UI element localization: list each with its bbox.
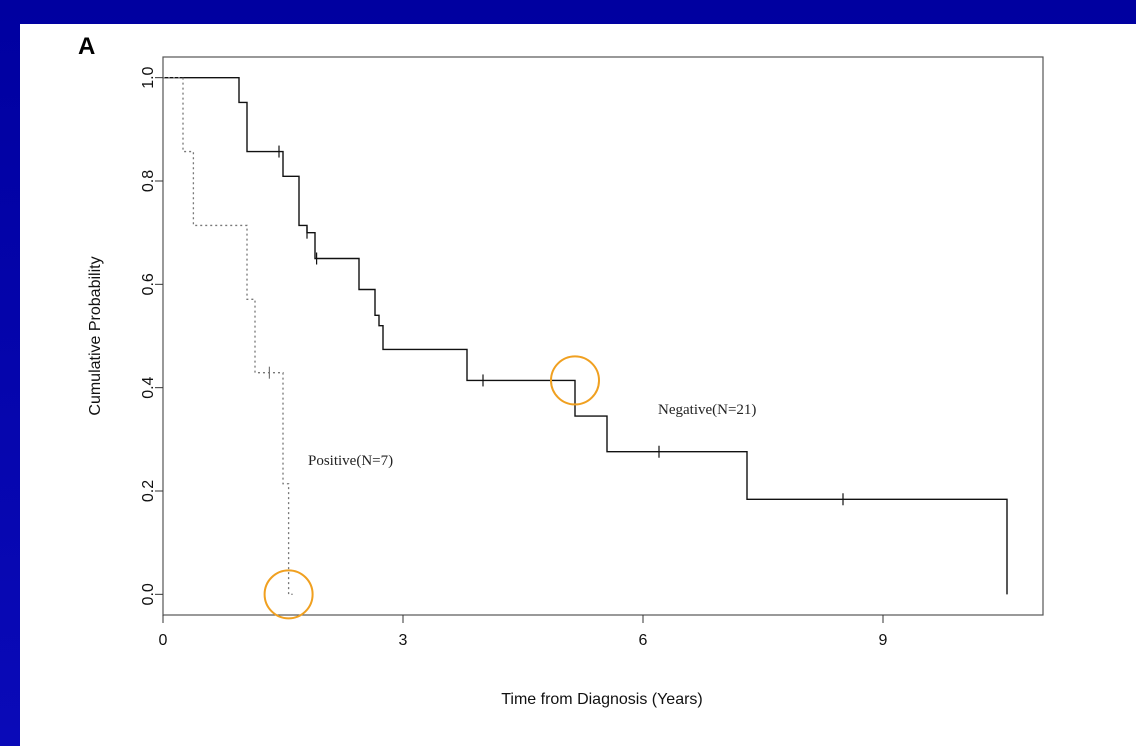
x-axis: 0 3 6 9 bbox=[159, 615, 888, 649]
x-tick-label: 0 bbox=[159, 632, 168, 649]
positive-survival-curve bbox=[163, 77, 293, 595]
plot-frame bbox=[162, 56, 1044, 616]
y-tick-label: 0.2 bbox=[140, 480, 157, 502]
y-axis-title: Cumulative Probability bbox=[87, 256, 104, 415]
y-tick-label: 0.0 bbox=[140, 583, 157, 605]
x-tick-label: 9 bbox=[879, 632, 888, 649]
y-tick-label: 0.4 bbox=[140, 376, 157, 398]
panel-letter: A bbox=[78, 33, 95, 60]
x-tick-label: 3 bbox=[399, 632, 408, 649]
highlight-circle bbox=[263, 569, 314, 620]
negative-survival-curve bbox=[163, 76, 1008, 595]
highlight-layer bbox=[263, 355, 600, 620]
survival-chart: A 0 3 6 9 0.0 0.2 0.4 0.6 0.8 1.0 Time from Diag… bbox=[78, 33, 1044, 708]
series-layer bbox=[163, 76, 1008, 595]
series-label-negative: Negative(N=21) bbox=[658, 402, 756, 418]
series-label-positive: Positive(N=7) bbox=[308, 453, 393, 469]
highlight-circle bbox=[550, 355, 600, 406]
y-tick-label: 1.0 bbox=[140, 66, 157, 88]
x-axis-title: Time from Diagnosis (Years) bbox=[501, 691, 703, 708]
figure-panel: A 0 3 6 9 0.0 0.2 0.4 0.6 0.8 1.0 Time from Diag… bbox=[20, 24, 1136, 746]
y-tick-label: 0.6 bbox=[140, 273, 157, 295]
y-tick-label: 0.8 bbox=[140, 170, 157, 192]
y-axis: 0.0 0.2 0.4 0.6 0.8 1.0 bbox=[140, 66, 163, 605]
x-tick-label: 6 bbox=[639, 632, 648, 649]
